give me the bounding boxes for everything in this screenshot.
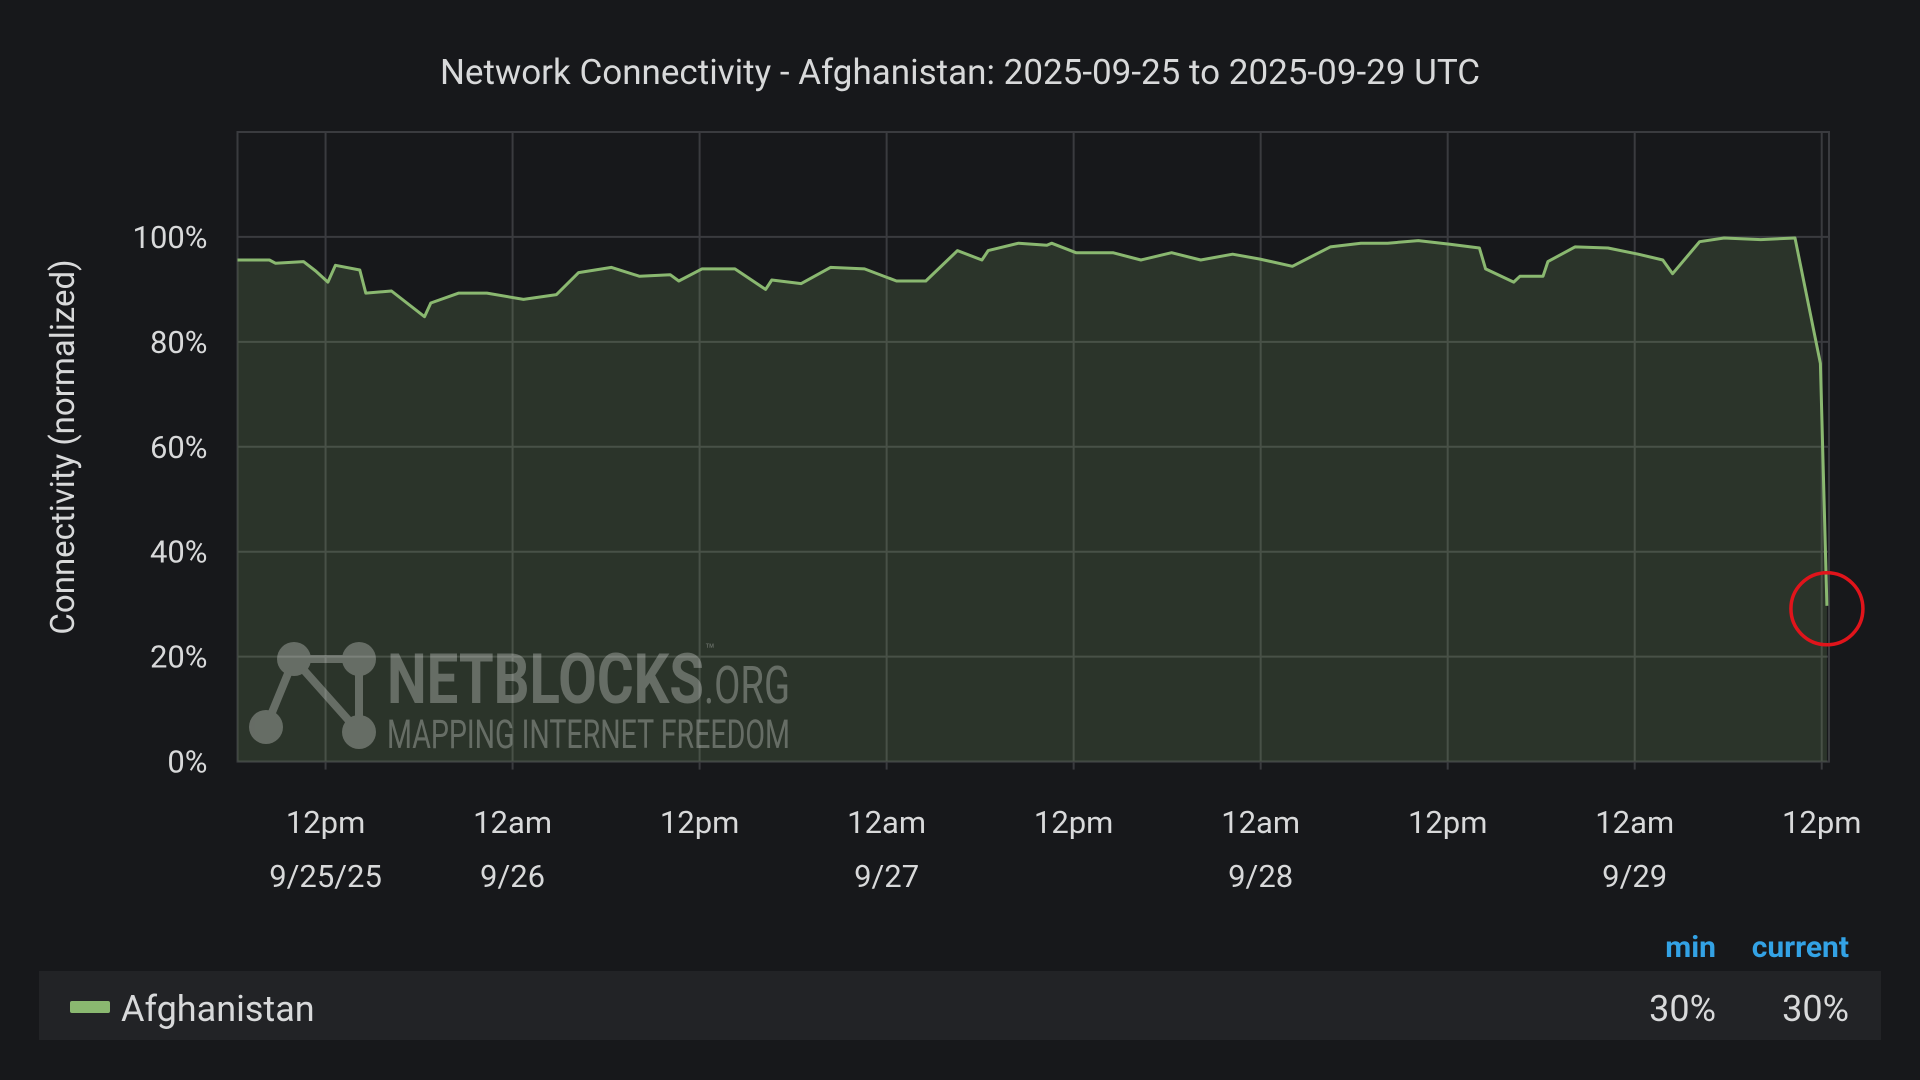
watermark-tld: .ORG [704, 655, 790, 716]
x-tick-label: 12pm [1034, 804, 1113, 841]
legend-row [39, 971, 1881, 1040]
watermark-tm: ™ [705, 640, 715, 659]
x-tick-label: 9/29 [1602, 858, 1667, 895]
logo-node [249, 710, 283, 744]
y-tick-label: 60% [150, 429, 208, 466]
x-tick-label: 12am [473, 804, 552, 841]
x-tick-label: 9/26 [480, 858, 545, 895]
x-tick-label: 12pm [660, 804, 739, 841]
x-tick-label: 12am [847, 804, 926, 841]
logo-node [342, 642, 376, 676]
highlight-circle [1789, 571, 1865, 647]
y-tick-label: 100% [133, 219, 208, 256]
x-tick-label: 12pm [286, 804, 365, 841]
x-tick-label: 12pm [1408, 804, 1487, 841]
x-tick-label: 12am [1221, 804, 1300, 841]
y-tick-label: 0% [167, 744, 207, 781]
logo-node [277, 642, 311, 676]
area [237, 238, 1827, 762]
legend-value: 30% [1782, 988, 1849, 1030]
line [237, 236, 1829, 606]
x-tick-label: 9/25/25 [269, 858, 382, 895]
x-tick-label: 12am [1595, 804, 1674, 841]
y-axis-label: Connectivity (normalized) [44, 259, 83, 634]
chart-title: Network Connectivity - Afghanistan: 2025… [440, 52, 1480, 93]
y-tick-label: 40% [150, 534, 208, 571]
legend-label[interactable]: Afghanistan [121, 988, 315, 1030]
legend-swatch [70, 1001, 110, 1013]
logo-link [291, 656, 362, 735]
y-tick-label: 20% [150, 639, 208, 676]
legend-header: current [1752, 930, 1849, 965]
y-tick-label: 80% [150, 324, 208, 361]
logo-link [262, 657, 298, 729]
watermark-tagline: MAPPING INTERNET FREEDOM [387, 711, 790, 758]
logo-node [342, 715, 376, 749]
legend-header: min [1665, 930, 1716, 965]
watermark: NETBLOCKS ™ .ORG MAPPING INTERNET FREEDO… [249, 639, 790, 758]
x-tick-label: 12pm [1782, 804, 1861, 841]
legend-value: 30% [1649, 988, 1716, 1030]
plot [236, 131, 1830, 770]
watermark-name: NETBLOCKS [387, 639, 704, 721]
x-tick-label: 9/28 [1228, 858, 1293, 895]
x-tick-label: 9/27 [854, 858, 919, 895]
